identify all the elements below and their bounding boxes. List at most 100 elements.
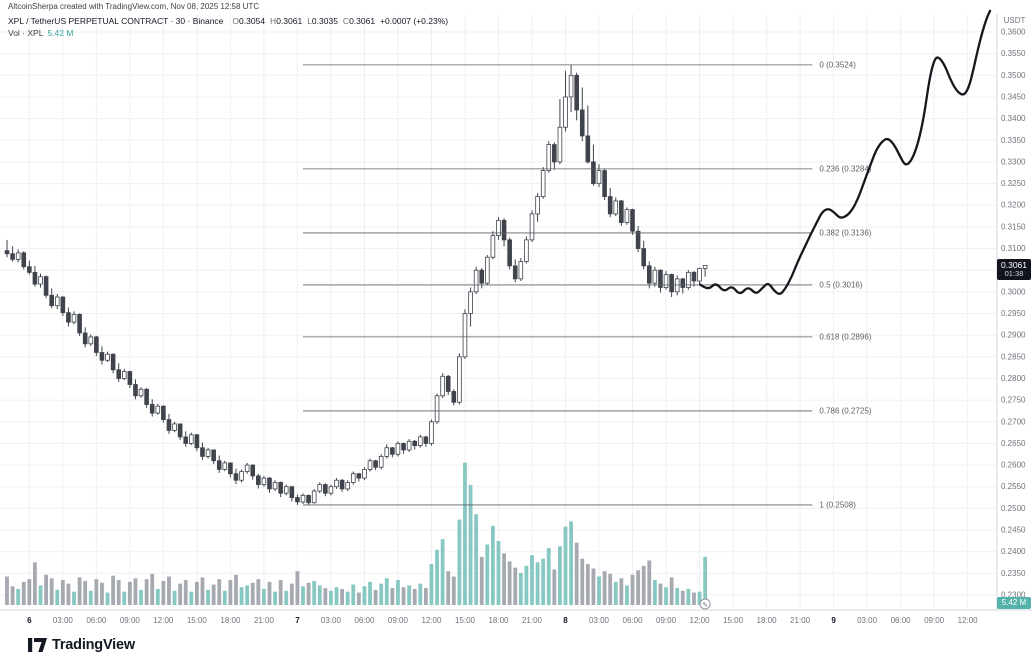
candle-body <box>552 144 557 163</box>
candle-body <box>473 269 479 293</box>
volume-bar <box>55 589 60 605</box>
volume-bar <box>44 574 48 605</box>
volume-bar <box>703 556 708 605</box>
chart-canvas[interactable]: 0.2300 0.2350 0.2400 0.2450 0.2500 0.2550 0.26… <box>0 0 1032 632</box>
volume-indicator-value: 5.42 M <box>47 28 74 38</box>
candle-body <box>546 144 552 171</box>
volume-bar <box>49 578 54 605</box>
candle-body <box>680 278 686 288</box>
volume-bar <box>647 560 652 605</box>
volume-bar <box>558 546 562 605</box>
volume-legend-row: Vol · XPL 5.42 M <box>8 27 448 39</box>
candle-body <box>15 252 21 260</box>
ohlc-close-label: C <box>342 16 350 26</box>
candle-body <box>390 447 395 455</box>
candle-body <box>272 481 278 490</box>
volume-bar <box>463 462 467 605</box>
candle-body <box>350 473 356 483</box>
volume-bar <box>479 556 484 605</box>
price-tick-label: 0.3250 <box>1001 179 1026 188</box>
volume-bar <box>317 585 322 605</box>
price-tick-label: 0.2850 <box>1001 352 1026 361</box>
candle-body <box>138 388 144 397</box>
volume-bar <box>597 576 601 605</box>
symbol-legend-row: XPL / TetherUS PERPETUAL CONTRACT · 30 ·… <box>8 15 448 27</box>
candle-body <box>412 440 418 446</box>
price-tick-label: 0.3200 <box>1001 201 1026 210</box>
candle-body <box>652 269 658 284</box>
time-tick-label: 9 <box>831 616 836 625</box>
volume-indicator-label: Vol · XPL <box>8 28 44 38</box>
candle-body <box>205 449 211 457</box>
candle-body <box>440 375 445 397</box>
candle-body <box>166 419 172 431</box>
drawing-anchor-icon[interactable] <box>699 598 711 610</box>
volume-bar <box>580 558 585 605</box>
volume-bar <box>194 581 199 605</box>
time-tick-label: 06:00 <box>891 616 912 625</box>
volume-bar <box>602 571 607 605</box>
candle-body <box>423 436 429 444</box>
candle-body <box>406 440 412 451</box>
last-price-value: 0.3061 <box>1001 260 1027 270</box>
ohlc-low-label: L <box>307 16 312 26</box>
candle-body <box>328 486 334 494</box>
projection-curve[interactable] <box>698 9 992 295</box>
attribution-bar: AltcoinSherpa created with TradingView.c… <box>8 2 259 11</box>
volume-bar <box>491 525 495 605</box>
volume-bar <box>200 577 205 605</box>
time-tick-label: 09:00 <box>388 616 409 625</box>
candle-body <box>658 269 663 288</box>
candle-body <box>82 332 88 345</box>
candle-body <box>585 135 591 163</box>
volume-bar <box>697 591 702 605</box>
candle-body <box>378 456 384 468</box>
time-tick-label: 21:00 <box>790 616 811 625</box>
symbol-title: XPL / TetherUS PERPETUAL CONTRACT · 30 ·… <box>8 16 224 26</box>
volume-bar <box>446 571 451 605</box>
volume-bar <box>496 540 501 605</box>
price-tick-label: 0.2450 <box>1001 526 1026 535</box>
candle-body <box>529 213 535 241</box>
volume-bar <box>334 587 339 605</box>
volume-bar <box>669 577 674 605</box>
candle-body <box>172 423 177 431</box>
candle-body <box>490 235 496 258</box>
ohlc-change-value: +0.0007 (+0.23%) <box>380 16 449 26</box>
volume-bar <box>105 592 110 605</box>
ohlc-high-label: H <box>270 16 277 26</box>
volume-bar <box>680 590 685 605</box>
volume-bar <box>658 583 663 605</box>
time-tick-label: 09:00 <box>120 616 141 625</box>
footer: TradingView <box>0 630 1032 660</box>
time-tick-label: 6 <box>27 616 32 625</box>
volume-bar <box>474 514 479 605</box>
volume-bar <box>641 565 646 605</box>
candle-body <box>54 296 60 307</box>
tradingview-mark-icon <box>28 638 47 652</box>
fib-level-label: 0.382 (0.3136) <box>819 228 871 237</box>
ohlc-open-label: O <box>232 16 240 26</box>
price-tick-label: 0.2650 <box>1001 439 1026 448</box>
candle-body <box>395 443 401 455</box>
ohlc-high-value: 0.3061 <box>276 16 303 26</box>
candle-body <box>144 388 149 405</box>
volume-bar <box>569 521 573 605</box>
volume-bar <box>686 588 691 605</box>
price-tick-label: 0.2600 <box>1001 461 1026 470</box>
volume-bar <box>379 583 384 605</box>
volume-bar <box>451 576 456 605</box>
volume-bar <box>301 586 305 605</box>
time-tick-label: 15:00 <box>455 616 476 625</box>
volume-bar <box>468 484 473 605</box>
quote-currency-label: USDT <box>1003 16 1026 25</box>
candle-body <box>261 477 267 485</box>
candle-body <box>60 296 66 314</box>
volume-bar <box>362 586 367 605</box>
candle-body <box>563 96 568 128</box>
tradingview-logo[interactable]: TradingView <box>28 637 135 653</box>
volume-bar <box>513 567 518 605</box>
volume-bar <box>77 577 82 605</box>
candle-body <box>451 391 457 403</box>
volume-bar <box>122 591 127 605</box>
